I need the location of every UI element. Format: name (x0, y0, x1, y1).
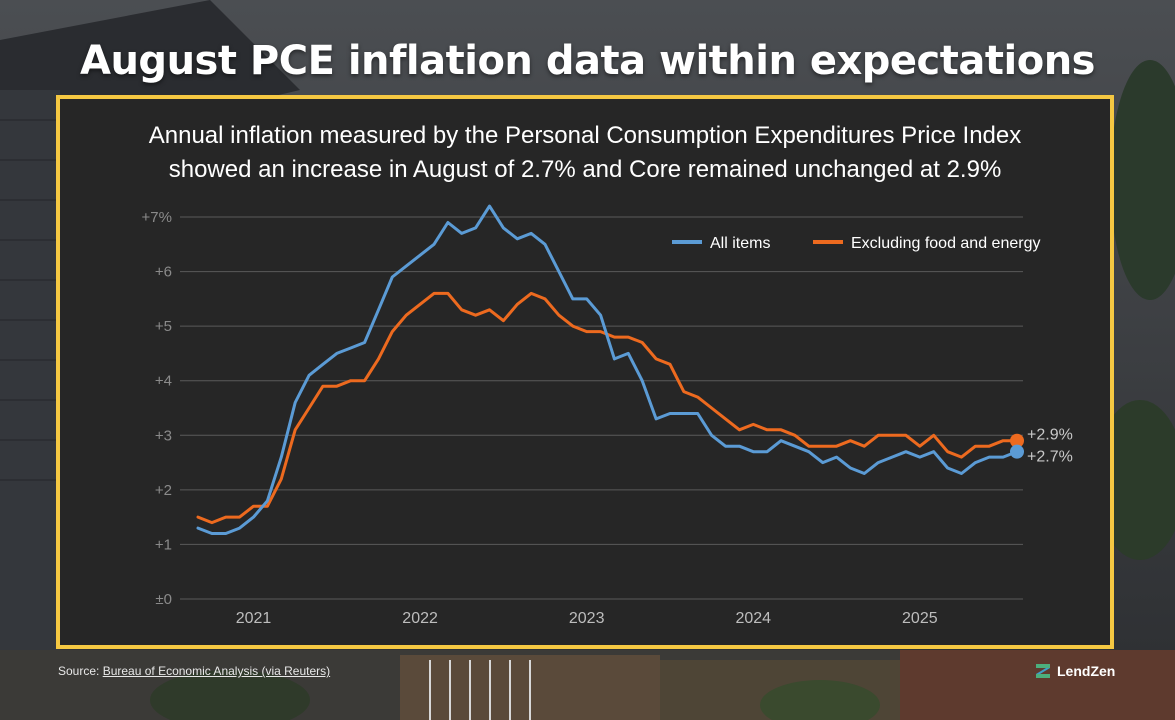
y-tick-label: +6 (155, 264, 172, 281)
page-title: August PCE inflation data within expecta… (80, 38, 1095, 84)
source-label: Source: (58, 664, 100, 678)
chart-subtitle: Annual inflation measured by the Persona… (60, 119, 1110, 187)
chart-panel: Annual inflation measured by the Persona… (56, 95, 1114, 649)
series-line-all-items (196, 204, 1019, 535)
y-tick-label: +1 (155, 536, 172, 553)
series-end-point-all-items (1010, 444, 1024, 459)
source-link[interactable]: Bureau of Economic Analysis (via Reuters… (102, 664, 331, 678)
y-tick-label: +7% (142, 209, 172, 226)
y-tick-label: +5 (155, 318, 172, 335)
line-chart: ±0 +1 +2 +3 +4 +5 +6 +7% 2021 2022 2023 2024 2025 +2.… (142, 204, 1073, 627)
legend-label: All items (710, 235, 770, 252)
series-end-label: +2.7% (1027, 449, 1073, 466)
series-end-point-core (1010, 433, 1024, 448)
legend-label: Excluding food and energy (851, 235, 1040, 252)
subtitle-line-2: showed an increase in August of 2.7% and… (168, 156, 1002, 183)
x-tick-label: 2022 (402, 610, 438, 627)
series-line-core (196, 291, 1019, 525)
x-tick-label: 2021 (236, 610, 272, 627)
source-credit: Source: Bureau of Economic Analysis (via… (58, 664, 330, 678)
lendzen-logo-icon (1036, 664, 1050, 678)
x-tick-label: 2023 (569, 610, 605, 627)
x-tick-label: 2024 (735, 610, 771, 627)
brand-name: LendZen (1057, 663, 1116, 679)
x-tick-label: 2025 (902, 610, 938, 627)
y-tick-label: ±0 (155, 591, 172, 608)
y-tick-label: +4 (155, 373, 172, 390)
y-tick-label: +3 (155, 427, 172, 444)
subtitle-line-1: Annual inflation measured by the Persona… (148, 122, 1022, 149)
brand-logo: LendZen (1034, 662, 1115, 680)
series-end-label: +2.9% (1027, 427, 1073, 444)
y-tick-label: +2 (155, 482, 172, 499)
